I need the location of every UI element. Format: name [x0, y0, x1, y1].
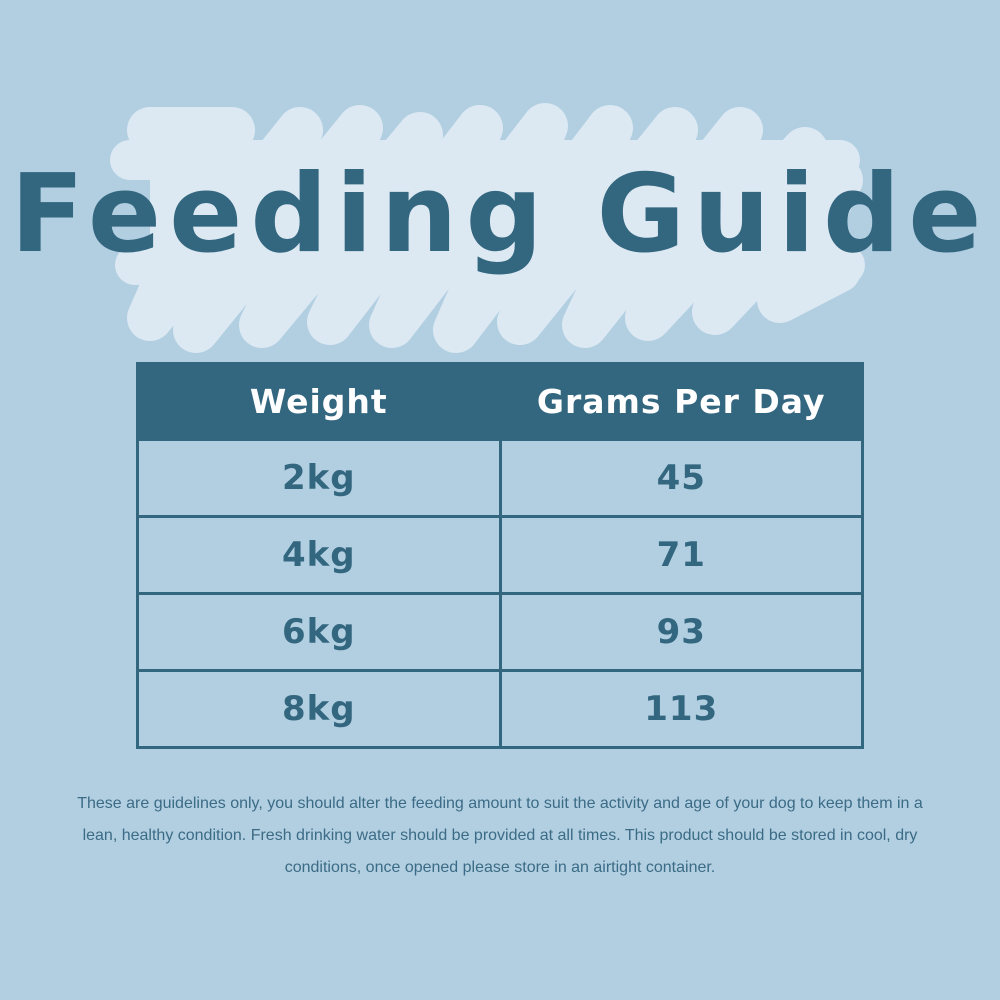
- column-header-grams-per-day: Grams Per Day: [498, 362, 864, 441]
- table-row: 8kg 113: [136, 669, 864, 749]
- feeding-table-container: Weight Grams Per Day 2kg 45 4kg 71 6kg 9…: [136, 362, 864, 749]
- grams-cell: 45: [498, 438, 864, 518]
- guideline-note: These are guidelines only, you should al…: [77, 795, 923, 876]
- grams-cell: 71: [498, 515, 864, 595]
- page-title: Feeding Guide: [10, 152, 990, 277]
- table-header-row: Weight Grams Per Day: [136, 362, 864, 441]
- grams-cell: 93: [498, 592, 864, 672]
- table-row: 4kg 71: [136, 515, 864, 595]
- table-row: 2kg 45: [136, 438, 864, 518]
- weight-cell: 4kg: [136, 515, 502, 595]
- grams-cell: 113: [498, 669, 864, 749]
- column-header-weight: Weight: [136, 362, 502, 441]
- weight-cell: 8kg: [136, 669, 502, 749]
- feeding-table: Weight Grams Per Day 2kg 45 4kg 71 6kg 9…: [136, 362, 864, 749]
- weight-cell: 6kg: [136, 592, 502, 672]
- weight-cell: 2kg: [136, 438, 502, 518]
- table-row: 6kg 93: [136, 592, 864, 672]
